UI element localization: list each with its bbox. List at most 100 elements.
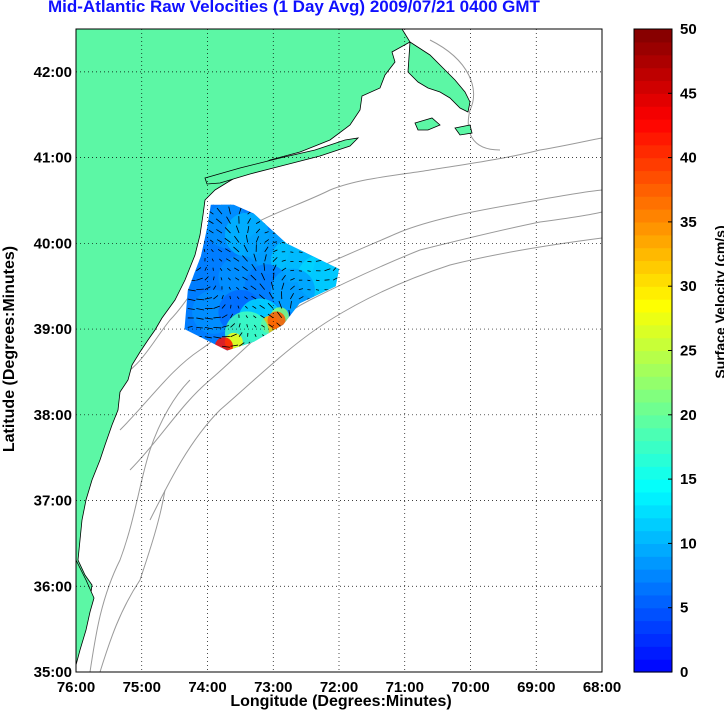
colorbar-segment (634, 196, 672, 210)
velocity-vector (244, 305, 248, 309)
x-tick-label: 71:00 (386, 679, 424, 696)
velocity-vector (250, 285, 257, 290)
colorbar-segment (634, 633, 672, 647)
velocity-vector (228, 206, 231, 215)
velocity-vector (204, 266, 207, 271)
velocity-vector (218, 258, 223, 262)
colorbar-segment (634, 324, 672, 339)
velocity-vector (208, 229, 214, 234)
velocity-vector (247, 218, 252, 224)
velocity-vector (255, 228, 261, 234)
velocity-vector (315, 259, 322, 262)
colorbar-segment (634, 337, 672, 352)
velocity-vector (298, 260, 303, 263)
velocity-vector (233, 257, 240, 262)
colorbar-segment (634, 620, 672, 635)
colorbar-segment (634, 440, 672, 454)
x-axis-label: Longitude (Degrees:Minutes) (230, 693, 452, 710)
velocity-vector (225, 248, 231, 253)
velocity-vector (263, 262, 266, 271)
colorbar-segment (634, 466, 672, 480)
velocity-vector (213, 336, 222, 339)
velocity-vector (260, 315, 265, 319)
velocity-vector (290, 278, 295, 281)
velocity-vector (207, 220, 214, 224)
y-tick-label: 41:00 (34, 150, 72, 167)
velocity-vector (245, 315, 248, 319)
velocity-vector (244, 296, 248, 300)
velocity-vector (252, 305, 257, 309)
velocity-vector (209, 239, 214, 243)
y-tick-label: 42:00 (34, 64, 72, 81)
velocity-vector (187, 298, 196, 301)
velocity-vector (235, 225, 240, 234)
velocity-vector (273, 249, 278, 253)
velocity-vector (213, 285, 217, 290)
velocity-vector (243, 286, 248, 290)
colorbar-tick-label: 40 (680, 150, 697, 167)
velocity-vector (196, 298, 205, 301)
velocity-vector (221, 294, 224, 300)
velocity-vector (221, 345, 230, 348)
colorbar-segment (634, 247, 672, 262)
y-tick-label: 35:00 (34, 664, 72, 681)
velocity-vector (242, 276, 248, 281)
x-tick-label: 72:00 (320, 679, 358, 696)
x-tick-labels: 76:00 75:00 74:00 73:00 72:00 71:00 70:00 69:00… (57, 679, 621, 696)
bathymetry-contour-deep (129, 211, 602, 471)
y-tick-label: 39:00 (34, 321, 72, 338)
colorbar-segment (634, 363, 672, 377)
colorbar-tick-label: 10 (680, 535, 697, 552)
velocity-vector (217, 249, 223, 253)
velocity-vector (264, 254, 267, 262)
colorbar-segment (634, 607, 672, 622)
velocity-vector (213, 316, 221, 319)
velocity-vector (264, 246, 269, 253)
y-tick-label: 38:00 (34, 407, 72, 424)
velocity-vector (250, 274, 257, 281)
colorbar-label: Surface Velocity (cm/s) (712, 225, 724, 379)
colorbar-tick-label: 30 (680, 278, 697, 295)
colorbar-tick-label: 45 (680, 85, 697, 102)
velocity-vector (298, 251, 303, 253)
velocity-vector (196, 277, 203, 281)
plot-frame (75, 28, 603, 673)
velocity-vector (196, 317, 204, 320)
velocity-vector (242, 255, 248, 262)
velocity-vector (221, 325, 230, 328)
velocity-vector (224, 237, 231, 243)
colorbar-segment (634, 273, 672, 287)
x-tick-label: 76:00 (57, 679, 95, 696)
velocity-vector (213, 326, 222, 329)
velocity-vector (289, 292, 294, 300)
colorbar-segment (634, 54, 672, 69)
velocity-vector (241, 266, 248, 272)
velocity-vector (237, 305, 240, 309)
velocity-vector (213, 305, 220, 309)
velocity-vector (221, 304, 226, 309)
velocity-vector (238, 323, 241, 328)
colorbar-segment (634, 659, 672, 673)
velocity-vector (272, 257, 278, 262)
velocity-vector (204, 326, 213, 330)
velocity-vector (238, 342, 245, 347)
velocity-vector (216, 229, 223, 234)
velocity-vector (211, 258, 214, 262)
colorbar-segment (634, 286, 672, 300)
velocity-vector (253, 324, 257, 328)
y-tick-label: 36:00 (34, 578, 72, 595)
colorbar-segment (634, 491, 672, 506)
velocity-vector (276, 311, 283, 319)
velocity-vector (290, 285, 295, 290)
bathymetry-contour-slope (119, 189, 602, 431)
velocity-vector (307, 279, 311, 282)
y-axis-label: Latitude (Degrees:Minutes) (1, 245, 18, 453)
colorbar-segment (634, 299, 672, 313)
velocity-vector (264, 231, 269, 234)
colorbar-tick-label: 20 (680, 407, 697, 424)
velocity-vector (196, 288, 204, 291)
land-cape-cod (407, 41, 471, 113)
velocity-vector (315, 289, 320, 291)
colorbar-segment (634, 80, 672, 94)
